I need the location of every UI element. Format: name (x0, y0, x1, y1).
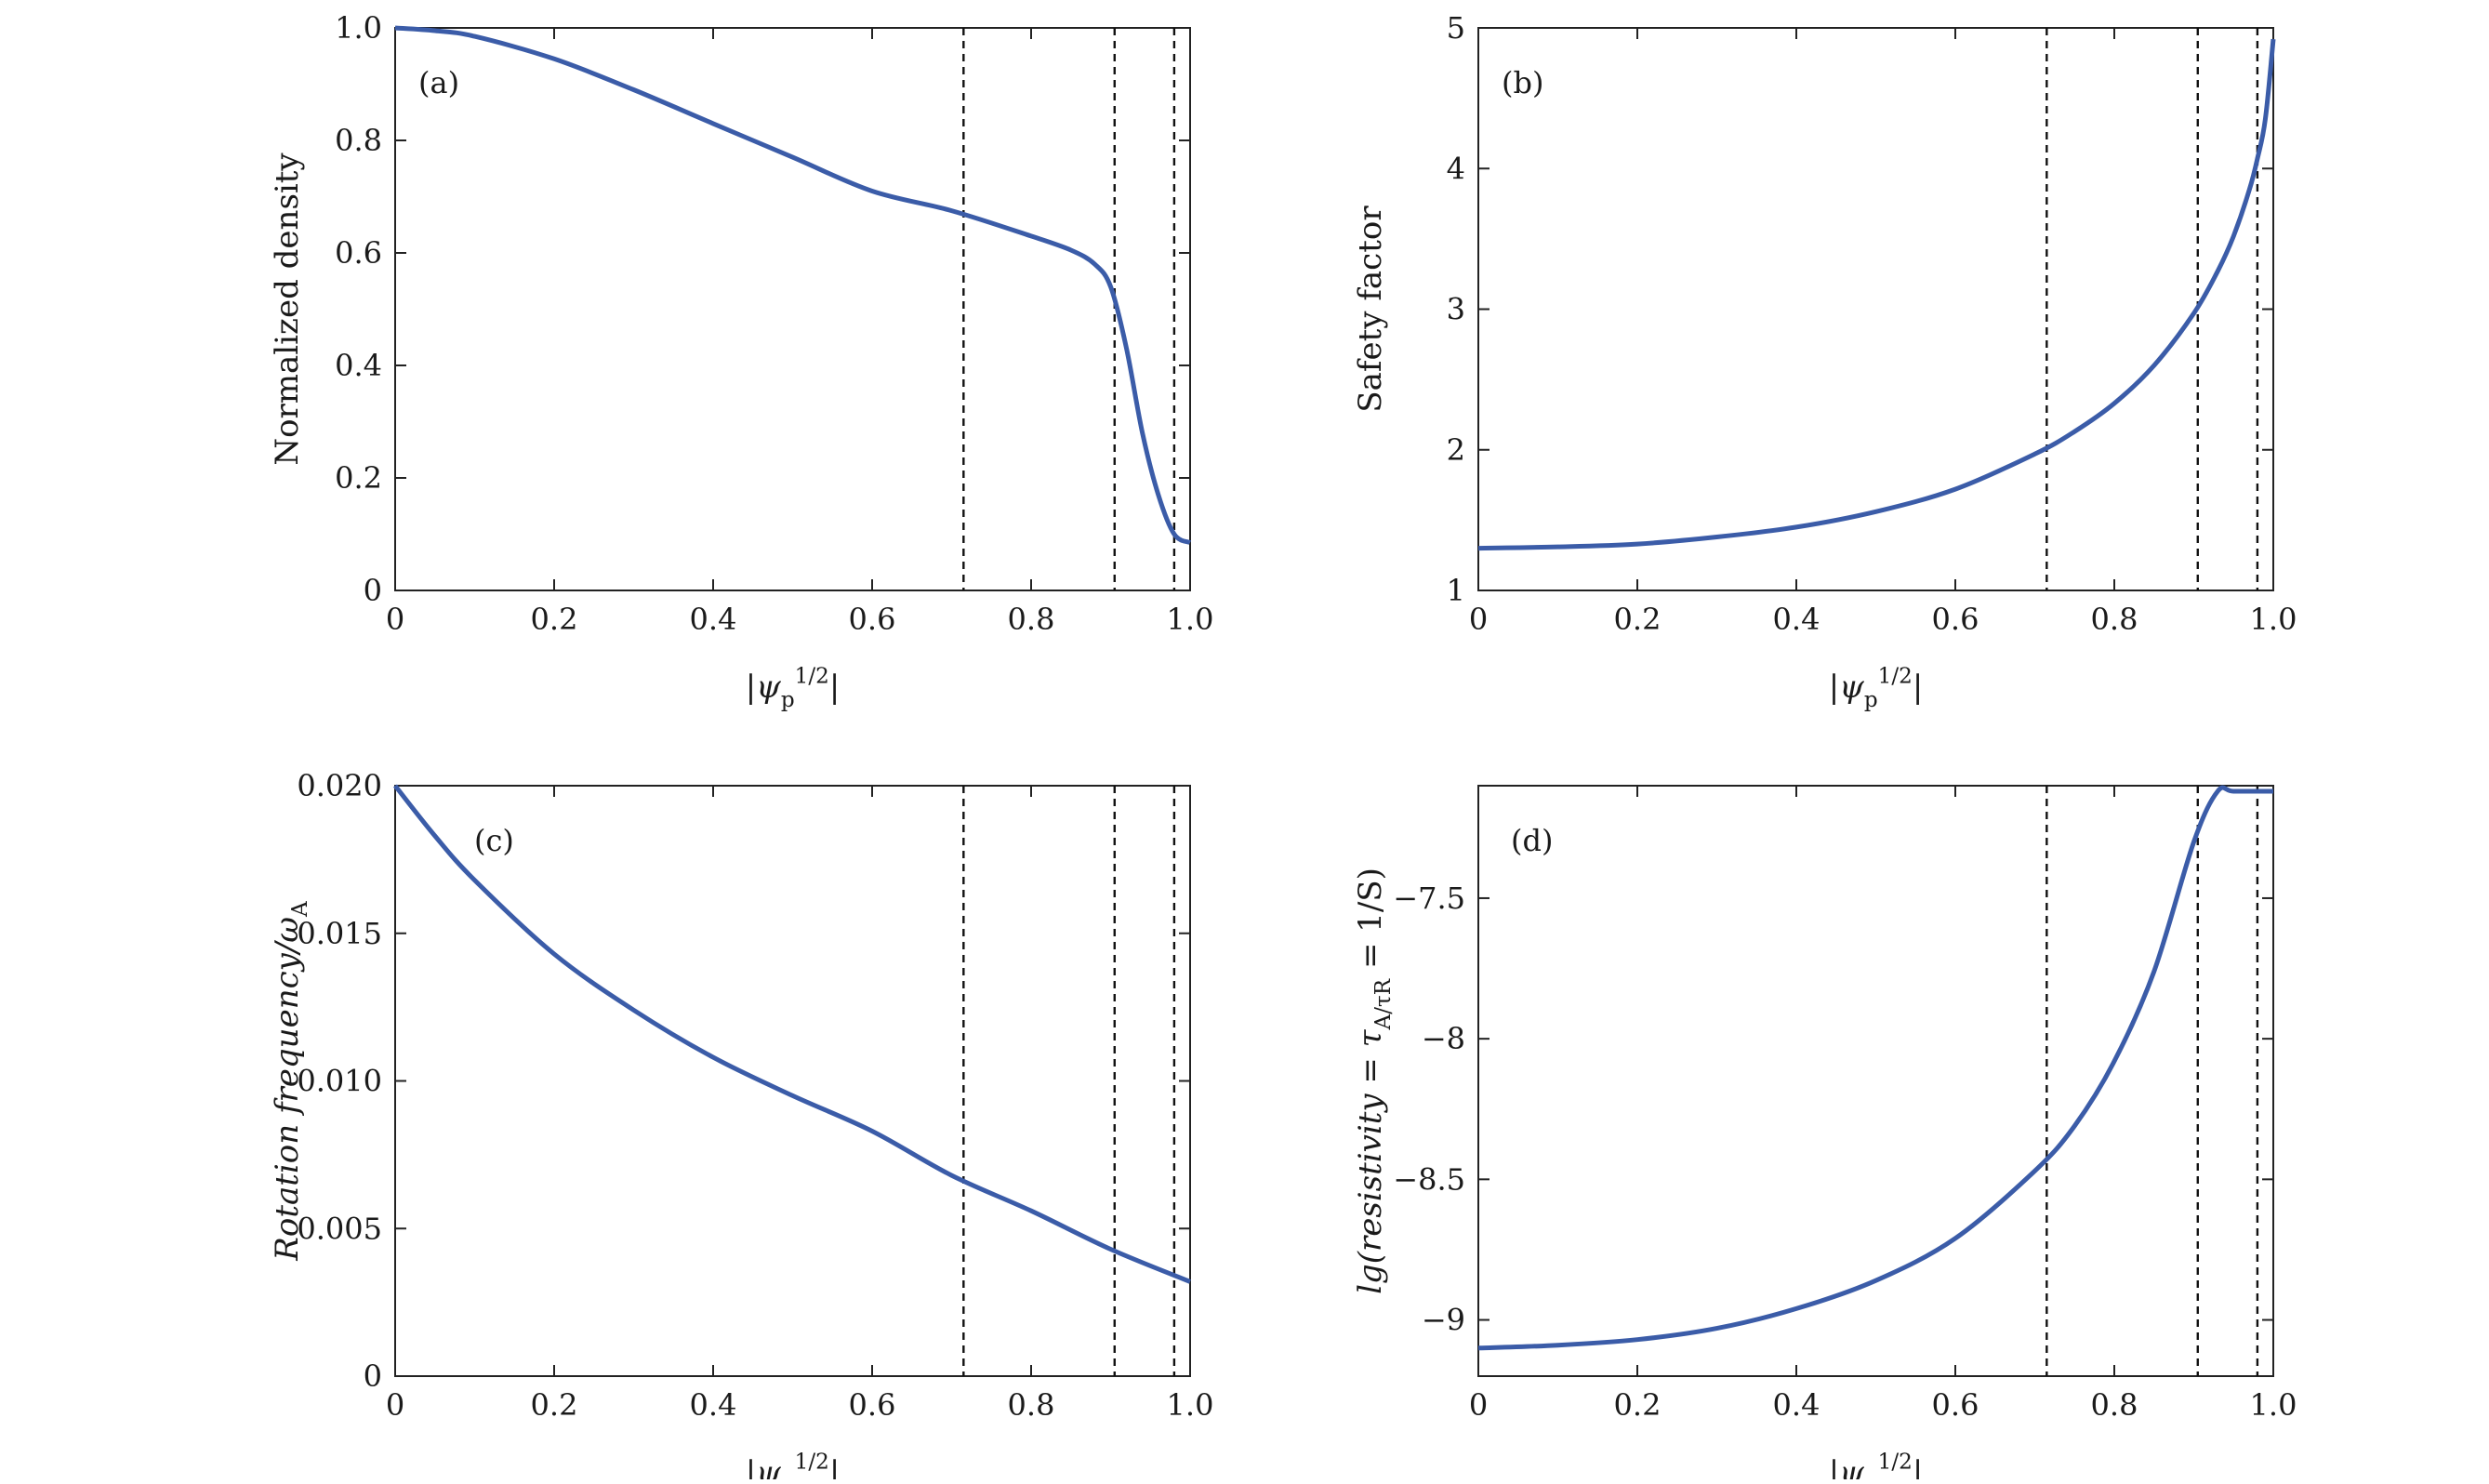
panel-b-xtick-label: 0.6 (1932, 602, 1979, 637)
panel-c-series-line (393, 784, 1191, 1284)
panel-a-xtick-label: 0 (386, 602, 404, 637)
panel-a-ytick-label: 0.8 (335, 123, 382, 158)
panel-d-ytick-label: −9 (1422, 1303, 1465, 1338)
panel-a-frame (394, 27, 1191, 591)
panel-a-ytick-label: 0.2 (335, 460, 382, 496)
panel-b-xtick-label: 0 (1469, 602, 1488, 637)
panel-b-xtick-label: 0.2 (1614, 602, 1662, 637)
panel-c-ytick-label: 0.010 (297, 1064, 382, 1099)
panel-d-ytick-label: −7.5 (1393, 881, 1465, 916)
panel-c-frame (394, 785, 1191, 1377)
panel-a-xtick-label: 1.0 (1167, 602, 1214, 637)
panel-d-series-line (1477, 785, 2274, 1351)
panel-c: 0 0.2 0.4 0.6 0.8 1.0 0 0.005 0.010 0.015 0.020 (c)… (269, 768, 1214, 1484)
panel-b-xtick-label: 1.0 (2250, 602, 2297, 637)
panel-a-xtick-label: 0.8 (1008, 602, 1055, 637)
panel-a-ytick-label: 0.6 (335, 235, 382, 271)
panel-d-xtick-label: 0.4 (1773, 1387, 1820, 1423)
panel-c-xtick-label: 0.6 (849, 1387, 896, 1423)
panel-a-series-line (394, 25, 1192, 545)
panel-a-xlabel: |ψp1/2| (746, 665, 841, 713)
panel-c-ytick-label: 0.005 (297, 1211, 382, 1246)
panel-d-xtick-label: 0.6 (1932, 1387, 1979, 1423)
panel-b-ytick-label: 2 (1447, 432, 1465, 468)
panel-d-xtick-label: 0.8 (2091, 1387, 2138, 1423)
panel-d-ylabel: lg(resistivity = τA/τR = 1/S) (1352, 868, 1396, 1294)
panel-a-ytick-label: 1.0 (335, 10, 382, 46)
panel-b-ytick-label: 4 (1447, 151, 1465, 186)
panel-b-ytick-label: 1 (1447, 573, 1465, 608)
panel-b: 0 0.2 0.4 0.6 0.8 1.0 1 2 3 4 5 (b) |ψp1/2| Safety fa… (1352, 10, 2297, 712)
panel-c-ylabel: Rotation frequency/ωA (269, 901, 312, 1262)
panel-b-series-line (1477, 38, 2276, 551)
panel-c-xtick-label: 1.0 (1167, 1387, 1214, 1423)
panel-d-ytick-label: −8 (1422, 1021, 1465, 1056)
panel-a-xtick-label: 0.4 (690, 602, 737, 637)
panel-d-ytick-label: −8.5 (1393, 1161, 1465, 1197)
panel-c-ytick-label: 0 (364, 1358, 382, 1394)
panel-b-ytick-label: 3 (1447, 292, 1465, 327)
panel-a-tag: (a) (418, 65, 459, 100)
panel-d-tag: (d) (1511, 823, 1553, 858)
panel-b-xlabel: |ψp1/2| (1829, 665, 1924, 713)
panel-c-ytick-label: 0.015 (297, 916, 382, 951)
panel-d-xtick-label: 0 (1469, 1387, 1488, 1423)
panel-c-xtick-label: 0.8 (1008, 1387, 1055, 1423)
panel-c-xlabel: |ψp1/2| (746, 1451, 841, 1479)
panel-c-xtick-label: 0.2 (531, 1387, 578, 1423)
panel-a-ytick-label: 0 (364, 573, 382, 608)
panel-b-tag: (b) (1502, 65, 1543, 100)
panel-d-xtick-label: 0.2 (1614, 1387, 1662, 1423)
panel-b-xtick-label: 0.8 (2091, 602, 2138, 637)
panel-b-ytick-label: 5 (1447, 10, 1465, 46)
panel-d-xtick-label: 1.0 (2250, 1387, 2297, 1423)
panel-c-xtick-label: 0 (386, 1387, 404, 1423)
panel-d-frame (1477, 785, 2274, 1377)
panel-c-xtick-label: 0.4 (690, 1387, 737, 1423)
panel-c-tag: (c) (474, 823, 514, 858)
panel-b-ylabel: Safety factor (1352, 205, 1389, 413)
panel-b-xtick-label: 0.4 (1773, 602, 1820, 637)
panel-a-ytick-label: 0.4 (335, 348, 382, 383)
panel-a: 0 0.2 0.4 0.6 0.8 1.0 0 0.2 0.4 0.6 0.8 1.0 (a) |ψp1/… (269, 10, 1213, 712)
panel-a-ylabel: Normalized density (269, 152, 306, 466)
panel-b-frame (1477, 27, 2274, 591)
panel-d-xlabel: |ψp1/2| (1829, 1451, 1924, 1479)
panel-a-xtick-label: 0.2 (531, 602, 578, 637)
panel-d: 0 0.2 0.4 0.6 0.8 1.0 −9 −8.5 −8 −7.5 (d) |ψp1/2| lg… (1352, 785, 2297, 1484)
panel-c-ytick-label: 0.020 (297, 768, 382, 803)
panel-a-xtick-label: 0.6 (849, 602, 896, 637)
